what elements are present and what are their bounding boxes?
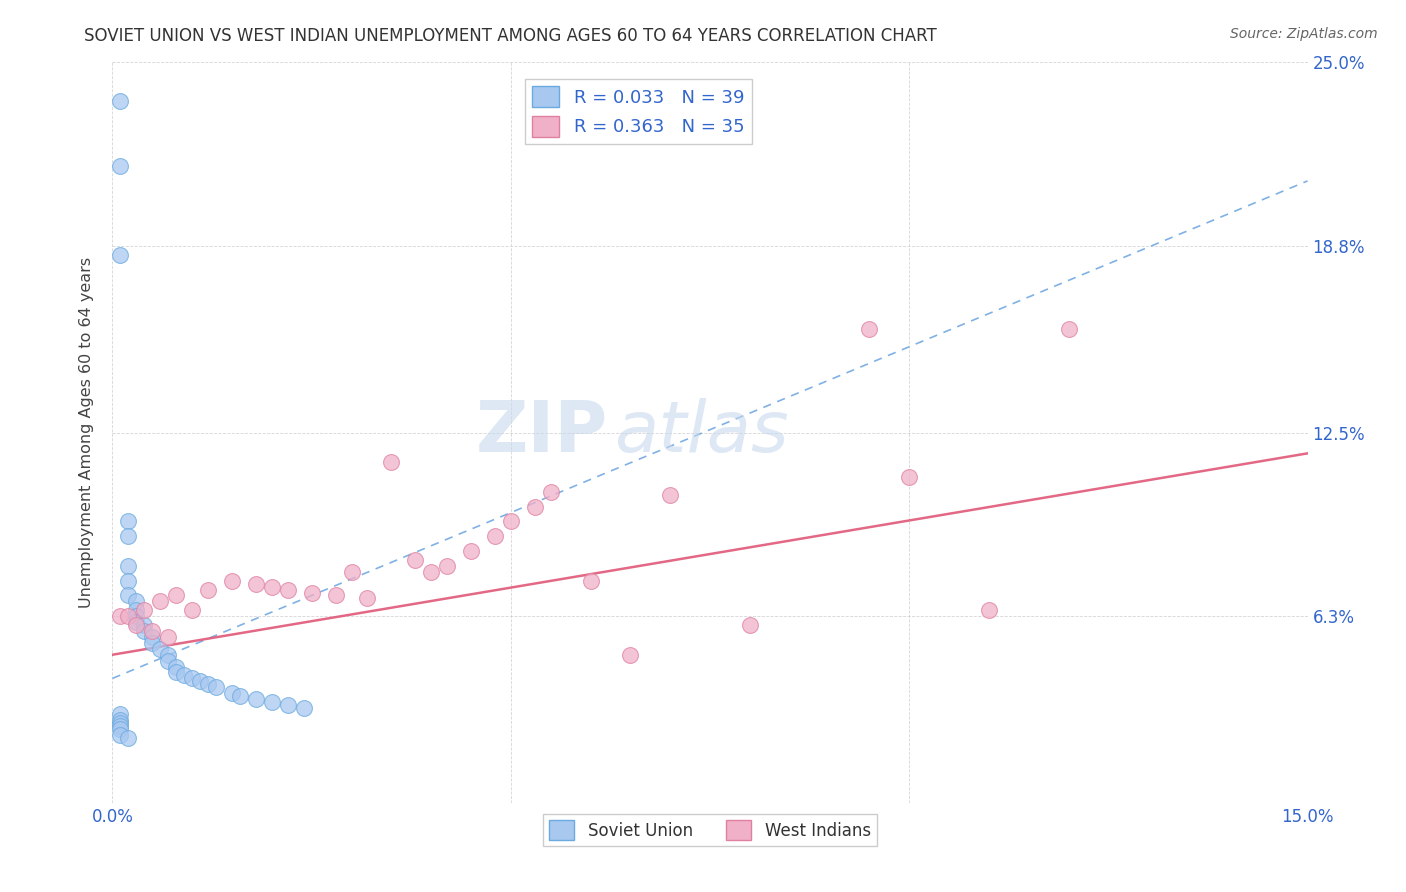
- Point: [110, 719, 132, 733]
- Point: [165, 665, 187, 680]
- Point: [977, 603, 1000, 617]
- Point: [149, 641, 172, 656]
- Point: [245, 576, 267, 591]
- Point: [221, 574, 243, 588]
- Point: [110, 715, 132, 730]
- Point: [117, 609, 139, 624]
- Point: [157, 648, 180, 662]
- Point: [110, 609, 132, 624]
- Point: [125, 618, 148, 632]
- Point: [157, 630, 180, 644]
- Point: [117, 515, 139, 529]
- Point: [125, 615, 148, 629]
- Point: [110, 248, 132, 262]
- Point: [110, 706, 132, 721]
- Point: [110, 728, 132, 742]
- Point: [619, 648, 641, 662]
- Point: [117, 558, 139, 573]
- Point: [117, 589, 139, 603]
- Point: [738, 618, 761, 632]
- Point: [292, 701, 315, 715]
- Point: [858, 322, 880, 336]
- Point: [301, 585, 323, 599]
- Point: [229, 689, 252, 703]
- Point: [125, 594, 148, 608]
- Point: [898, 470, 921, 484]
- Text: Source: ZipAtlas.com: Source: ZipAtlas.com: [1230, 27, 1378, 41]
- Point: [157, 654, 180, 668]
- Point: [134, 603, 156, 617]
- Point: [659, 488, 682, 502]
- Text: SOVIET UNION VS WEST INDIAN UNEMPLOYMENT AMONG AGES 60 TO 64 YEARS CORRELATION C: SOVIET UNION VS WEST INDIAN UNEMPLOYMENT…: [84, 27, 938, 45]
- Point: [436, 558, 458, 573]
- Point: [125, 609, 148, 624]
- Point: [277, 698, 299, 712]
- Point: [205, 681, 228, 695]
- Legend: Soviet Union, West Indians: Soviet Union, West Indians: [543, 814, 877, 847]
- Point: [165, 589, 187, 603]
- Point: [245, 692, 267, 706]
- Point: [141, 630, 163, 644]
- Point: [110, 94, 132, 108]
- Point: [221, 686, 243, 700]
- Point: [380, 455, 402, 469]
- Point: [173, 668, 195, 682]
- Y-axis label: Unemployment Among Ages 60 to 64 years: Unemployment Among Ages 60 to 64 years: [79, 257, 94, 608]
- Point: [181, 603, 204, 617]
- Point: [110, 722, 132, 736]
- Point: [110, 713, 132, 727]
- Point: [141, 636, 163, 650]
- Point: [260, 695, 283, 709]
- Point: [125, 603, 148, 617]
- Point: [499, 515, 522, 529]
- Point: [340, 565, 363, 579]
- Point: [540, 484, 562, 499]
- Point: [181, 672, 204, 686]
- Point: [277, 582, 299, 597]
- Point: [134, 618, 156, 632]
- Point: [134, 624, 156, 638]
- Point: [579, 574, 602, 588]
- Point: [460, 544, 482, 558]
- Text: atlas: atlas: [614, 398, 789, 467]
- Point: [117, 574, 139, 588]
- Point: [404, 553, 426, 567]
- Point: [117, 731, 139, 745]
- Point: [197, 582, 219, 597]
- Point: [420, 565, 443, 579]
- Point: [356, 591, 378, 606]
- Point: [141, 624, 163, 638]
- Point: [117, 529, 139, 543]
- Point: [325, 589, 347, 603]
- Point: [1057, 322, 1080, 336]
- Point: [484, 529, 506, 543]
- Point: [165, 659, 187, 673]
- Point: [197, 677, 219, 691]
- Point: [260, 580, 283, 594]
- Point: [149, 594, 172, 608]
- Point: [188, 674, 211, 689]
- Point: [110, 159, 132, 173]
- Text: ZIP: ZIP: [477, 398, 609, 467]
- Point: [523, 500, 546, 514]
